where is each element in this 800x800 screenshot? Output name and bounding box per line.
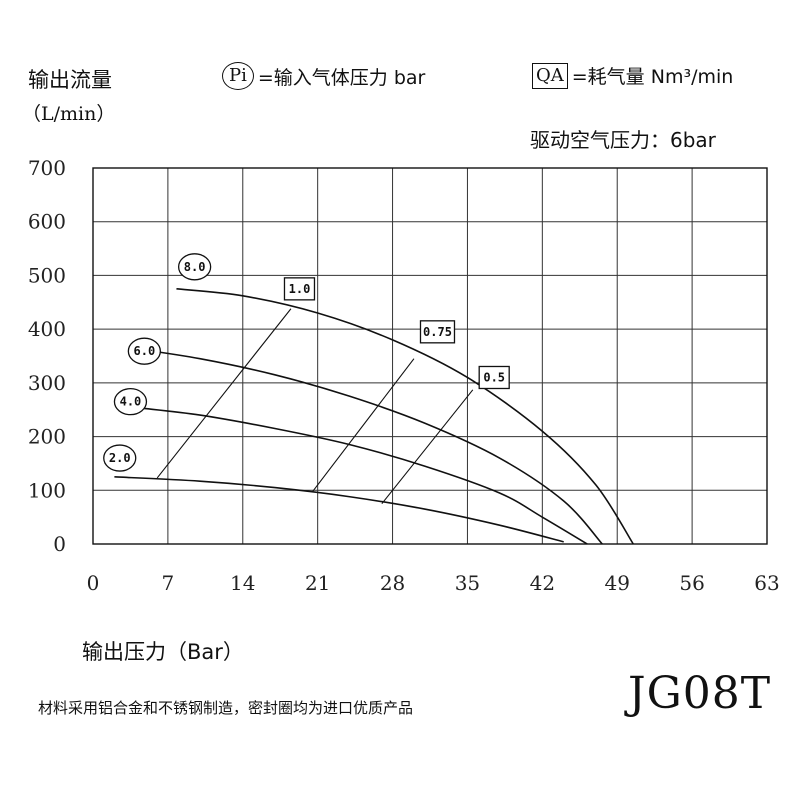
x-tick-label: 63 (754, 571, 779, 595)
x-tick-label: 56 (679, 571, 704, 595)
y-axis-unit: （L/min） (22, 103, 116, 125)
y-tick-label: 400 (28, 317, 66, 341)
legend-qa: QA =耗气量 Nm³/min (532, 62, 733, 89)
plot-frame (92, 167, 768, 545)
y-tick-label: 700 (28, 156, 66, 180)
y-tick-label: 0 (53, 532, 66, 556)
consumption-line-0-75 (311, 358, 415, 493)
consumption-label-0-5: 0.5 (483, 370, 505, 384)
x-tick-label: 7 (162, 571, 175, 595)
pressure-label-2-0: 2.0 (109, 451, 131, 465)
consumption-line-1-0 (156, 308, 292, 479)
y-tick-label: 300 (28, 371, 66, 395)
x-tick-label: 21 (305, 571, 330, 595)
consumption-label-1-0: 1.0 (289, 282, 311, 296)
pressure-label-circle (127, 337, 162, 365)
y-axis-title: 输出流量 (28, 68, 112, 92)
consumption-label-box (419, 320, 456, 344)
pressure-curve-8-0 (176, 288, 634, 545)
pressure-curve-4-0 (141, 407, 588, 545)
pressure-label-4-0: 4.0 (120, 395, 142, 409)
qa-description: =耗气量 Nm³/min (571, 66, 734, 88)
performance-chart: 0 7 14 21 28 35 42 49 56 63 0 100 200 300 400 500 600 700… (28, 156, 780, 595)
x-axis-title: 输出压力（Bar） (82, 640, 244, 664)
pressure-curve-2-0 (114, 476, 564, 543)
model-number: JG08T (628, 668, 772, 719)
pressure-curve-6-0 (130, 347, 603, 545)
drive-air-pressure: 驱动空气压力：6bar (530, 128, 716, 152)
pressure-label-circle (103, 444, 137, 472)
x-tick-label: 14 (230, 571, 255, 595)
qa-symbol: QA (532, 62, 568, 89)
x-tick-label: 28 (380, 571, 405, 595)
consumption-label-box (283, 277, 316, 301)
x-tick-label: 0 (87, 571, 100, 595)
pi-symbol: Pi (222, 62, 254, 90)
consumption-label-0-75: 0.75 (423, 325, 452, 339)
pressure-label-6-0: 6.0 (134, 344, 156, 358)
x-tick-label: 42 (530, 571, 555, 595)
pressure-label-8-0: 8.0 (184, 260, 206, 274)
legend-pi: Pi =输入气体压力 bar (222, 62, 425, 90)
consumption-label-box (478, 365, 510, 390)
x-tick-label: 49 (604, 571, 629, 595)
y-tick-label: 200 (28, 425, 66, 449)
x-tick-label: 35 (455, 571, 480, 595)
y-tick-label: 100 (28, 478, 66, 502)
y-tick-label: 600 (28, 210, 66, 234)
y-tick-label: 500 (28, 263, 66, 287)
consumption-line-0-5 (381, 389, 474, 505)
pressure-label-circle (113, 388, 148, 416)
pressure-label-circle (177, 253, 212, 281)
material-note: 材料采用铝合金和不锈钢制造，密封圈均为进口优质产品 (38, 699, 414, 717)
pi-description: =输入气体压力 bar (257, 66, 426, 89)
